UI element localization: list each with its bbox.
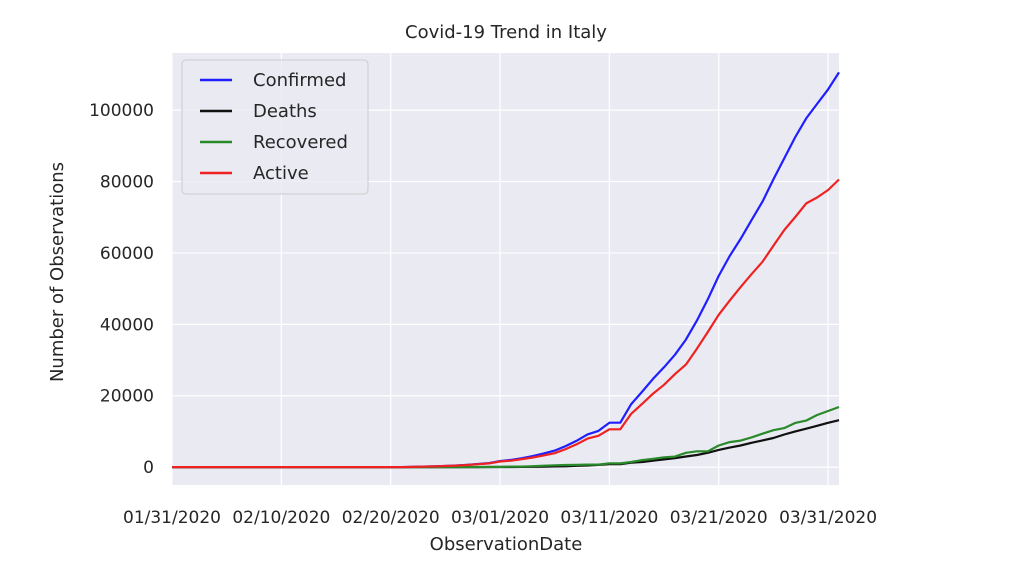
y-tick-labels: 0 20000 40000 60000 80000 100000 xyxy=(89,101,154,478)
series-line-active xyxy=(172,178,840,469)
legend-label-recovered: Recovered xyxy=(253,132,348,153)
y-axis-label: Number of Observations xyxy=(47,162,68,382)
legend-items: Confirmed Deaths Recovered Active xyxy=(200,70,348,184)
series-lines xyxy=(172,71,840,469)
y-tick-label: 0 xyxy=(143,458,154,478)
legend-box xyxy=(181,59,369,195)
legend: Confirmed Deaths Recovered Active xyxy=(181,59,369,195)
y-tick-label: 20000 xyxy=(100,387,154,407)
x-tick-label: 02/10/2020 xyxy=(232,508,330,528)
x-tick-label: 01/31/2020 xyxy=(123,508,221,528)
chart-title: Covid-19 Trend in Italy xyxy=(405,22,607,43)
x-tick-label: 03/31/2020 xyxy=(779,508,877,528)
series-line-recovered xyxy=(172,405,840,469)
x-axis-label: ObservationDate xyxy=(430,534,583,555)
x-tick-label: 03/01/2020 xyxy=(451,508,549,528)
legend-label-deaths: Deaths xyxy=(253,101,317,122)
x-tick-label: 03/11/2020 xyxy=(560,508,658,528)
y-tick-label: 100000 xyxy=(89,101,154,121)
legend-label-confirmed: Confirmed xyxy=(253,70,346,91)
y-tick-label: 40000 xyxy=(100,315,154,335)
x-tick-label: 02/20/2020 xyxy=(342,508,440,528)
legend-label-active: Active xyxy=(253,163,309,184)
x-tick-label: 03/21/2020 xyxy=(670,508,768,528)
x-tick-labels: 01/31/2020 02/10/2020 02/20/2020 03/01/2020… xyxy=(123,508,877,528)
y-tick-label: 80000 xyxy=(100,173,154,193)
y-tick-label: 60000 xyxy=(100,244,154,264)
